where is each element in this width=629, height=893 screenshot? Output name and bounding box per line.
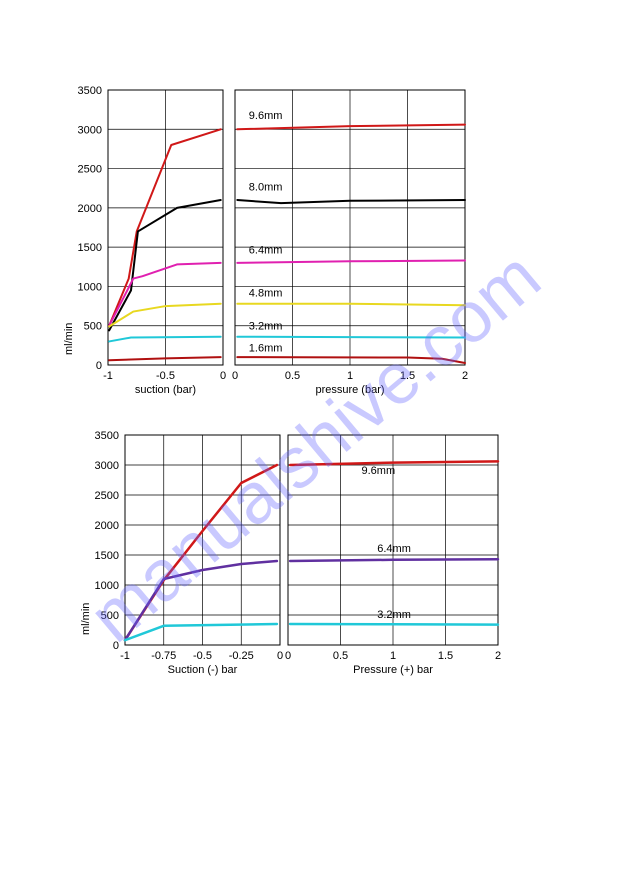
- svg-text:9.6mm: 9.6mm: [362, 465, 396, 477]
- svg-text:3000: 3000: [95, 460, 119, 472]
- svg-text:2000: 2000: [78, 203, 102, 215]
- svg-text:0: 0: [113, 640, 119, 652]
- svg-text:0: 0: [96, 360, 102, 372]
- svg-text:-0.75: -0.75: [151, 650, 176, 662]
- top-chart-svg: 0 500 1000 1500 2000 2500 3000 3500 -1 -0.5 0 sucti…: [60, 85, 480, 415]
- svg-text:0: 0: [220, 370, 226, 382]
- svg-text:8.0mm: 8.0mm: [249, 182, 283, 194]
- svg-text:1: 1: [347, 370, 353, 382]
- svg-text:0: 0: [285, 650, 291, 662]
- svg-text:pressure (bar): pressure (bar): [315, 384, 384, 396]
- svg-text:3.2mm: 3.2mm: [377, 609, 411, 621]
- svg-text:1.5: 1.5: [400, 370, 415, 382]
- svg-text:0: 0: [232, 370, 238, 382]
- bottom-chart-pair: 0 500 1000 1500 2000 2500 3000 3500 -1 -0.75 -0.5 -…: [70, 430, 510, 690]
- svg-text:0: 0: [277, 650, 283, 662]
- svg-text:1: 1: [390, 650, 396, 662]
- svg-text:ml/min: ml/min: [63, 323, 75, 355]
- svg-text:4.8mm: 4.8mm: [249, 288, 283, 300]
- svg-text:3000: 3000: [78, 124, 102, 136]
- svg-text:6.4mm: 6.4mm: [377, 543, 411, 555]
- svg-text:2500: 2500: [95, 490, 119, 502]
- svg-text:0.5: 0.5: [285, 370, 300, 382]
- svg-text:-0.5: -0.5: [156, 370, 175, 382]
- svg-text:-0.5: -0.5: [193, 650, 212, 662]
- svg-text:9.6mm: 9.6mm: [249, 110, 283, 122]
- svg-text:-0.25: -0.25: [229, 650, 254, 662]
- svg-text:Pressure (+) bar: Pressure (+) bar: [353, 664, 433, 676]
- svg-text:2000: 2000: [95, 520, 119, 532]
- svg-text:3500: 3500: [78, 85, 102, 97]
- svg-text:1500: 1500: [95, 550, 119, 562]
- top-chart-pair: 0 500 1000 1500 2000 2500 3000 3500 -1 -0.5 0 sucti…: [60, 85, 480, 415]
- svg-text:3.2mm: 3.2mm: [249, 321, 283, 333]
- svg-text:-1: -1: [103, 370, 113, 382]
- svg-text:2500: 2500: [78, 164, 102, 176]
- svg-text:1.5: 1.5: [438, 650, 453, 662]
- svg-text:ml/min: ml/min: [80, 603, 92, 635]
- svg-text:2: 2: [462, 370, 468, 382]
- svg-text:1000: 1000: [95, 580, 119, 592]
- svg-text:suction (bar): suction (bar): [135, 384, 196, 396]
- svg-text:3500: 3500: [95, 430, 119, 442]
- svg-text:1.6mm: 1.6mm: [249, 343, 283, 355]
- svg-text:0.5: 0.5: [333, 650, 348, 662]
- svg-text:1500: 1500: [78, 242, 102, 254]
- svg-text:6.4mm: 6.4mm: [249, 244, 283, 256]
- svg-text:Suction (-) bar: Suction (-) bar: [168, 664, 238, 676]
- bottom-chart-svg: 0 500 1000 1500 2000 2500 3000 3500 -1 -0.75 -0.5 -…: [70, 430, 510, 690]
- svg-text:500: 500: [84, 321, 102, 333]
- svg-text:-1: -1: [120, 650, 130, 662]
- svg-text:500: 500: [101, 610, 119, 622]
- svg-text:2: 2: [495, 650, 501, 662]
- svg-text:1000: 1000: [78, 281, 102, 293]
